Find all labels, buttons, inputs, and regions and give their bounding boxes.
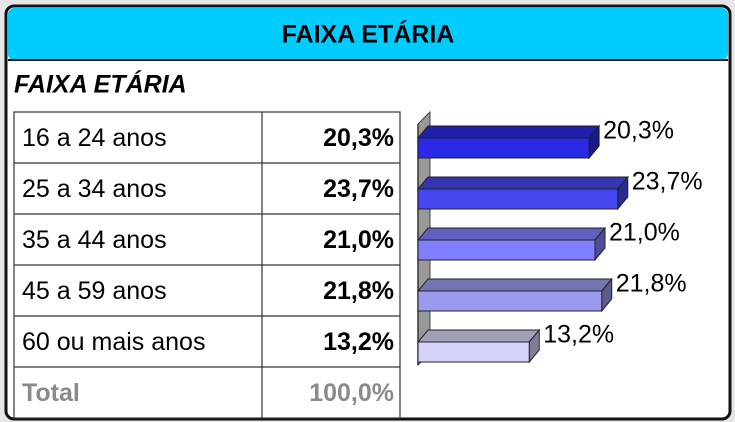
bar-front	[417, 188, 619, 210]
value-cell: 20,3%	[323, 124, 394, 152]
bar-label: 21,0%	[609, 219, 680, 247]
bar-front	[417, 341, 530, 363]
bar-front	[417, 290, 603, 312]
total-value: 100,0%	[309, 379, 394, 407]
bar-front	[417, 239, 596, 261]
bar	[416, 328, 541, 364]
bar	[416, 277, 613, 313]
value-cell: 13,2%	[323, 328, 394, 356]
frame	[4, 4, 732, 421]
bar-label: 23,7%	[632, 168, 703, 196]
bar-top	[416, 125, 601, 139]
bar-label: 20,3%	[603, 117, 674, 145]
category-label: 25 a 34 anos	[22, 175, 167, 203]
bar-top	[416, 227, 607, 241]
bar-front	[417, 137, 590, 159]
bar-top	[416, 278, 613, 292]
bar-top	[416, 329, 541, 343]
total-label: Total	[22, 379, 80, 407]
bar	[416, 226, 607, 262]
bar-label: 13,2%	[543, 321, 614, 349]
value-cell: 21,8%	[323, 277, 394, 305]
category-label: 35 a 44 anos	[22, 226, 167, 254]
bar-label: 21,8%	[616, 270, 687, 298]
category-label: 16 a 24 anos	[22, 124, 167, 152]
bar	[416, 175, 629, 211]
bar-top	[416, 176, 629, 190]
header-bar	[8, 8, 728, 60]
value-cell: 21,0%	[323, 226, 394, 254]
bar	[416, 124, 601, 160]
subtitle: FAIXA ETÁRIA	[14, 70, 187, 99]
value-cell: 23,7%	[323, 175, 394, 203]
category-label: 45 a 59 anos	[22, 277, 167, 305]
category-label: 60 ou mais anos	[22, 328, 205, 356]
header-title: FAIXA ETÁRIA	[282, 20, 455, 49]
